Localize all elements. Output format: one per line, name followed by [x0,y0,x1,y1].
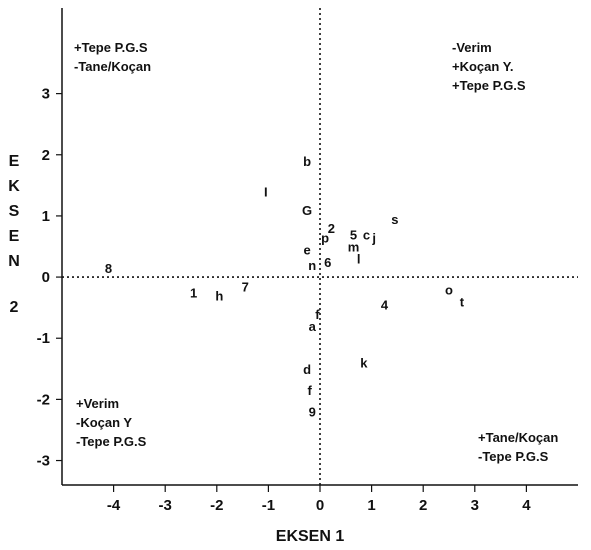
y-tick-label: 2 [42,147,50,164]
data-point: 4 [381,298,389,313]
quadrant-labels: +Tepe P.G.S -Tane/Koçan -Verim +Koçan Y. +Te… [74,40,558,464]
data-point: c [363,227,370,242]
quadrant-label-top-right: +Koçan Y. [452,59,514,74]
data-point: n [308,258,316,273]
data-point: 1 [190,285,197,300]
x-tick-label: -4 [107,497,121,514]
data-point: a [309,319,317,334]
quadrant-label-bottom-left: +Verim [76,396,119,411]
quadrant-label-top-left: -Tane/Koçan [74,59,151,74]
x-tick-label: -1 [262,497,275,514]
data-point: 7 [242,279,249,294]
data-point: G [302,203,312,218]
data-point: 8 [105,261,112,276]
quadrant-label-bottom-left: -Tepe P.G.S [76,434,147,449]
y-tick-label: -1 [37,330,50,347]
data-point: l [357,252,361,267]
quadrant-label-bottom-right: -Tepe P.G.S [478,449,549,464]
y-axis-label-letter: N [8,253,20,270]
data-point: d [303,362,311,377]
data-point: e [303,243,310,258]
data-point: h [215,288,223,303]
data-point: f [315,307,320,322]
data-point: 6 [324,255,331,270]
quadrant-label-top-right: +Tepe P.G.S [452,78,526,93]
data-point: I [264,184,268,199]
data-point: o [445,282,453,297]
y-axis-label-letter: K [8,178,20,195]
quadrant-label-top-right: -Verim [452,40,492,55]
data-point: s [391,212,398,227]
y-axis-label-letter: E [9,228,20,245]
x-tick-label: 3 [471,497,479,514]
quadrant-label-bottom-right: +Tane/Koçan [478,430,558,445]
x-tick-label: -2 [210,497,223,514]
x-tick-label: -3 [159,497,172,514]
x-tick-label: 1 [367,497,375,514]
y-axis-ticks: 3 2 1 0 -1 -2 -3 [37,86,62,470]
data-point: m [348,240,360,255]
data-point: t [460,295,465,310]
x-axis-label: EKSEN 1 [276,528,345,545]
reference-lines [62,8,578,485]
y-tick-label: -2 [37,391,50,408]
quadrant-label-bottom-left: -Koçan Y [76,415,132,430]
y-axis-label-letter: 2 [10,299,19,316]
data-point: 5 [350,227,357,242]
x-tick-label: 0 [316,497,324,514]
data-point: k [360,356,368,371]
y-tick-label: 3 [42,86,50,103]
data-point: 9 [309,405,316,420]
data-point: j [371,230,376,245]
data-point: b [303,154,311,169]
x-tick-label: 4 [522,497,531,514]
x-tick-label: 2 [419,497,427,514]
data-point: f [308,383,313,398]
data-point: p [321,230,329,245]
y-tick-label: 0 [42,269,50,286]
y-axis-label-letter: E [9,153,20,170]
data-point: 2 [328,221,335,236]
y-tick-label: -3 [37,453,50,470]
y-tick-label: 1 [42,208,50,225]
y-axis-label-letter: S [9,203,20,220]
x-axis-ticks: -4 -3 -2 -1 0 1 2 3 4 [107,485,531,514]
quadrant-label-top-left: +Tepe P.G.S [74,40,148,55]
